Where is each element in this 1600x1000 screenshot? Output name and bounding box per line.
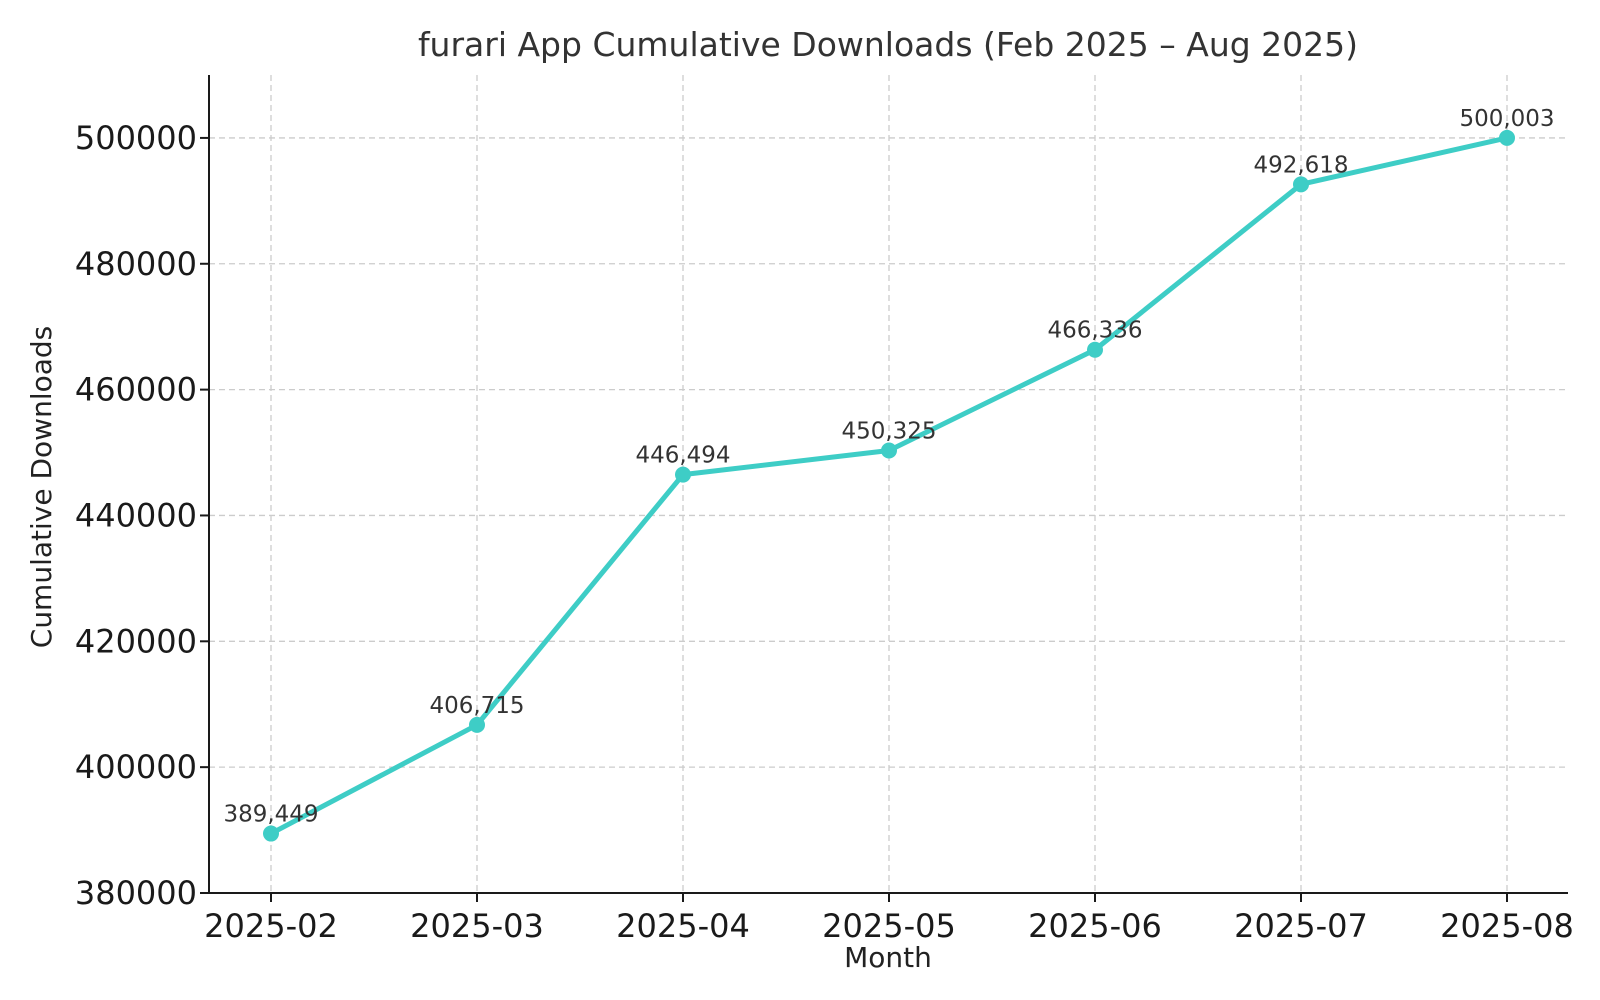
data-label: 389,449	[223, 802, 318, 828]
axes: 2025-02 2025-03 2025-04 2025-05 2025-06 2025-…	[75, 75, 1574, 945]
x-axis-label: Month	[844, 941, 932, 974]
data-label: 446,494	[635, 443, 730, 469]
data-point	[1499, 129, 1515, 146]
grid	[209, 75, 1568, 893]
x-tick-label: 2025-04	[616, 907, 750, 945]
y-axis-label: Cumulative Downloads	[25, 326, 58, 648]
y-tick-label: 400000	[75, 748, 197, 786]
data-point	[675, 466, 691, 483]
x-tick-label: 2025-06	[1028, 907, 1162, 945]
chart-title: furari App Cumulative Downloads (Feb 202…	[418, 25, 1358, 64]
y-tick-label: 480000	[75, 245, 197, 283]
data-point	[1087, 341, 1103, 358]
x-tick-label: 2025-05	[822, 907, 956, 945]
data-point	[469, 716, 485, 733]
data-point	[881, 442, 897, 459]
data-label: 500,003	[1459, 106, 1554, 132]
data-point	[1293, 176, 1309, 193]
x-tick-label: 2025-03	[410, 907, 544, 945]
y-tick-label: 440000	[75, 496, 197, 534]
data-label: 406,715	[429, 693, 524, 719]
y-tick-label: 460000	[75, 371, 197, 409]
x-tick-label: 2025-08	[1440, 907, 1574, 945]
data-label: 492,618	[1253, 152, 1348, 178]
y-tick-label: 380000	[75, 874, 197, 912]
y-tick-label: 420000	[75, 622, 197, 660]
series	[263, 129, 1515, 842]
data-label: 466,336	[1047, 318, 1142, 344]
x-tick-label: 2025-02	[204, 907, 338, 945]
data-point	[263, 825, 279, 842]
data-labels: 389,449 406,715 446,494 450,325 466,336 492,6…	[223, 106, 1554, 828]
data-label: 450,325	[841, 418, 936, 444]
x-tick-label: 2025-07	[1234, 907, 1368, 945]
y-tick-label: 500000	[75, 119, 197, 157]
